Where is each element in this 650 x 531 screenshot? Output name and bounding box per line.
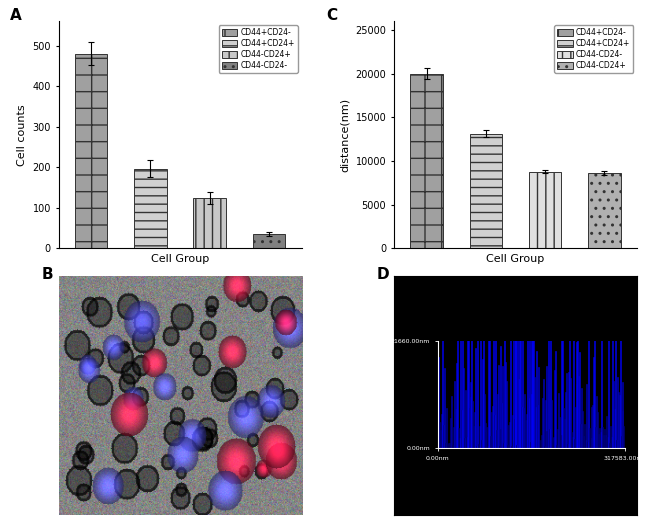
Legend: CD44+CD24-, CD44+CD24+, CD44-CD24+, CD44-CD24-: CD44+CD24-, CD44+CD24+, CD44-CD24+, CD44… bbox=[219, 25, 298, 73]
Bar bbox=[75, 54, 107, 249]
Bar bbox=[193, 198, 226, 249]
Bar bbox=[134, 168, 166, 249]
Y-axis label: distance(nm): distance(nm) bbox=[340, 98, 350, 172]
Y-axis label: Cell counts: Cell counts bbox=[17, 104, 27, 166]
X-axis label: Cell Group: Cell Group bbox=[151, 254, 209, 264]
Bar bbox=[529, 172, 562, 249]
Legend: CD44+CD24-, CD44+CD24+, CD44-CD24-, CD44-CD24+: CD44+CD24-, CD44+CD24+, CD44-CD24-, CD44… bbox=[554, 25, 633, 73]
Bar bbox=[469, 134, 502, 249]
Bar bbox=[253, 234, 285, 249]
Bar bbox=[588, 173, 621, 249]
Text: B: B bbox=[42, 267, 53, 282]
Text: D: D bbox=[377, 267, 389, 282]
Text: C: C bbox=[326, 7, 337, 23]
Bar bbox=[410, 74, 443, 249]
X-axis label: Cell Group: Cell Group bbox=[486, 254, 545, 264]
Text: A: A bbox=[10, 7, 21, 23]
